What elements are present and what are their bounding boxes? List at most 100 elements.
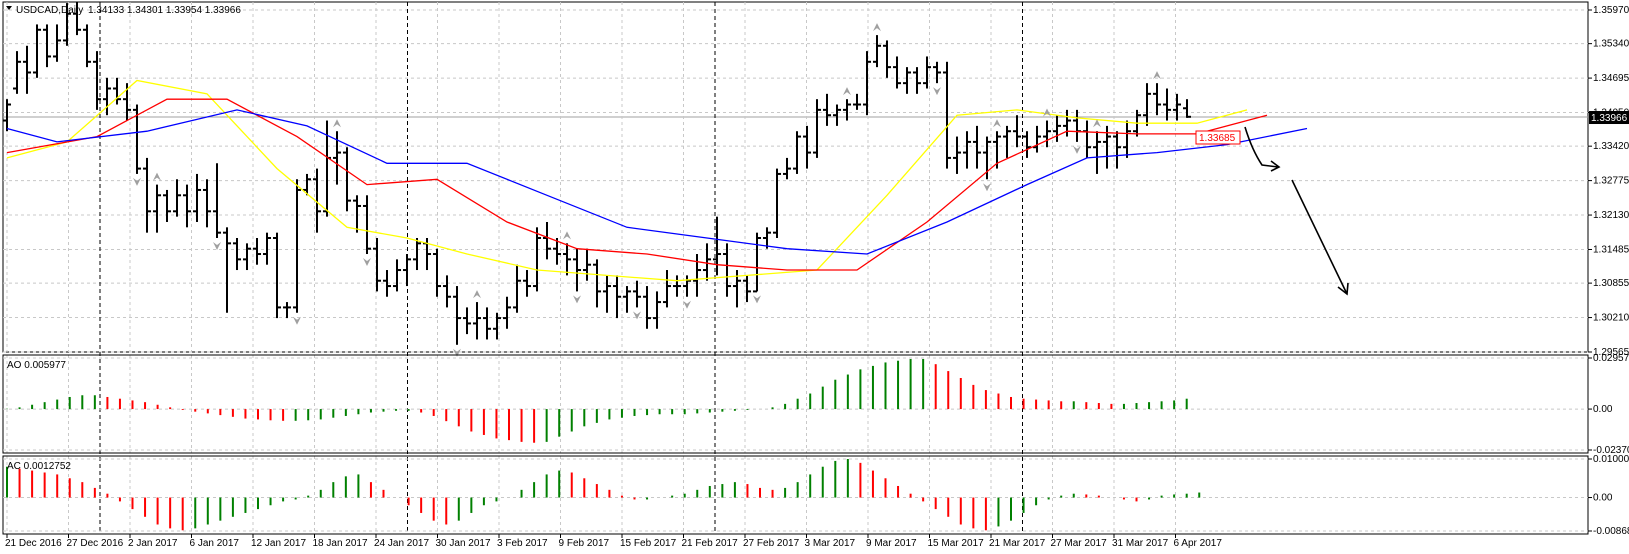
fractal-down-marker <box>983 183 991 192</box>
ohlc-bar <box>653 291 661 329</box>
price-panel[interactable]: USDCAD,Daily 1.34133 1.34301 1.33954 1.3… <box>2 0 1629 534</box>
time-tick-label: 27 Mar 2017 <box>1051 538 1108 549</box>
ohlc-bar <box>303 173 311 196</box>
ohlc-bar <box>533 227 541 292</box>
dropdown-triangle-icon[interactable] <box>6 6 12 10</box>
hist-tick-label: 0.00 <box>1593 404 1613 415</box>
ohlc-bar <box>863 51 871 116</box>
ohlc-bar <box>483 307 491 340</box>
time-tick-label: 30 Jan 2017 <box>436 538 491 549</box>
fractal-down-marker <box>683 300 691 309</box>
ohlc-bar <box>73 2 81 36</box>
ohlc-bar <box>1033 125 1041 153</box>
ohlc-bar <box>273 232 281 319</box>
ohlc-bar <box>473 302 481 340</box>
ohlc-bar <box>133 104 141 174</box>
ohlc-bar <box>1153 83 1161 116</box>
ohlc-bar <box>453 286 461 345</box>
ohlc-bars <box>3 2 1191 345</box>
ac-axis: 0.010003 0.00 -0.008684 <box>1588 454 1629 537</box>
fractal-up-marker <box>1093 119 1101 128</box>
ohlc-bar <box>63 3 71 46</box>
ohlc-bar <box>813 99 821 158</box>
ohlc-bar <box>383 270 391 297</box>
hist-tick-label: -0.008684 <box>1593 526 1629 537</box>
ohlc-bar <box>603 275 611 313</box>
ohlc-bar <box>233 238 241 271</box>
ohlc-bar <box>403 254 411 287</box>
ohlc-bar <box>803 125 811 169</box>
moving-averages <box>6 79 1308 282</box>
ohlc-bar <box>723 243 731 297</box>
ohlc-bar <box>703 243 711 281</box>
ohlc-bar <box>673 275 681 297</box>
fractal-up-marker <box>1153 71 1161 80</box>
ohlc-bar <box>1183 99 1191 118</box>
price-tick-label: 1.30210 <box>1593 313 1629 324</box>
fractal-down-marker <box>573 295 581 304</box>
current-price-tag: 1.33966 <box>1589 111 1629 125</box>
price-tick-label: 1.30855 <box>1593 278 1629 289</box>
ohlc-bar <box>103 77 111 116</box>
hist-tick-label: -0.023709 <box>1593 445 1629 456</box>
moving-average-ma_mid <box>6 98 1268 271</box>
ohlc-bar <box>33 24 41 78</box>
ohlc-bar <box>953 136 961 174</box>
ohlc-bar <box>783 157 791 180</box>
time-tick-label: 15 Feb 2017 <box>620 538 677 549</box>
fractal-markers <box>133 23 1161 357</box>
ohlc-bar <box>843 99 851 121</box>
ohlc-bar <box>683 275 691 297</box>
ohlc-bar <box>793 131 801 174</box>
fractal-down-marker <box>633 311 641 320</box>
ohlc-bar <box>913 67 921 94</box>
fractal-up-marker <box>1043 108 1051 117</box>
time-tick-label: 21 Feb 2017 <box>682 538 739 549</box>
ohlc-bar <box>243 243 251 271</box>
forecast-arrow-long <box>1291 179 1348 295</box>
ohlc-bar <box>173 179 181 217</box>
fractal-down-marker <box>293 316 301 325</box>
time-tick-label: 6 Jan 2017 <box>190 538 240 549</box>
price-title: USDCAD,Daily 1.34133 1.34301 1.33954 1.3… <box>6 5 241 16</box>
red-price-label: 1.33685 <box>1199 133 1236 144</box>
ohlc-bar <box>223 227 231 313</box>
ohlc-bar <box>313 168 321 233</box>
ohlc-bar <box>213 163 221 239</box>
ao-label: AO 0.005977 <box>7 360 66 371</box>
hist-tick-label: 0.010003 <box>1593 454 1629 465</box>
forecast-arrows <box>1244 126 1349 296</box>
time-tick-label: 6 Apr 2017 <box>1174 538 1223 549</box>
fractal-up-marker <box>153 172 161 181</box>
ohlc-bar <box>943 61 951 169</box>
ohlc-bar <box>1003 125 1011 158</box>
time-tick-label: 12 Jan 2017 <box>251 538 306 549</box>
time-tick-label: 3 Mar 2017 <box>805 538 856 549</box>
time-tick-label: 27 Dec 2016 <box>67 538 124 549</box>
fractal-up-marker <box>473 290 481 299</box>
price-tick-label: 1.31485 <box>1593 244 1629 255</box>
time-tick-label: 18 Jan 2017 <box>313 538 368 549</box>
ohlc-bar <box>763 227 771 249</box>
ohlc-bar <box>443 275 451 308</box>
ao-grid <box>3 357 1588 451</box>
ao-panel-frame <box>2 354 1589 454</box>
ohlc-bar <box>663 270 671 308</box>
ohlc-bar <box>1023 131 1031 158</box>
fractal-down-marker <box>933 87 941 96</box>
fractal-down-marker <box>453 348 461 357</box>
ohlc-bar <box>713 216 721 276</box>
ao-panel[interactable]: AO 0.005977 0.029576 0.00 -0.023709 <box>2 353 1629 456</box>
time-tick-label: 21 Mar 2017 <box>989 538 1046 549</box>
ohlc-bar <box>343 147 351 212</box>
fractal-down-marker <box>133 177 141 186</box>
ohlc-bar <box>743 275 751 303</box>
ohlc-bar <box>553 238 561 265</box>
ohlc-bar <box>463 307 471 335</box>
ac-panel[interactable]: AC 0.0012752 0.010003 0.00 -0.008684 <box>2 454 1629 537</box>
forecast-arrowhead-short <box>1270 160 1281 172</box>
fractal-up-marker <box>873 23 881 32</box>
ohlc-bar <box>13 51 21 94</box>
